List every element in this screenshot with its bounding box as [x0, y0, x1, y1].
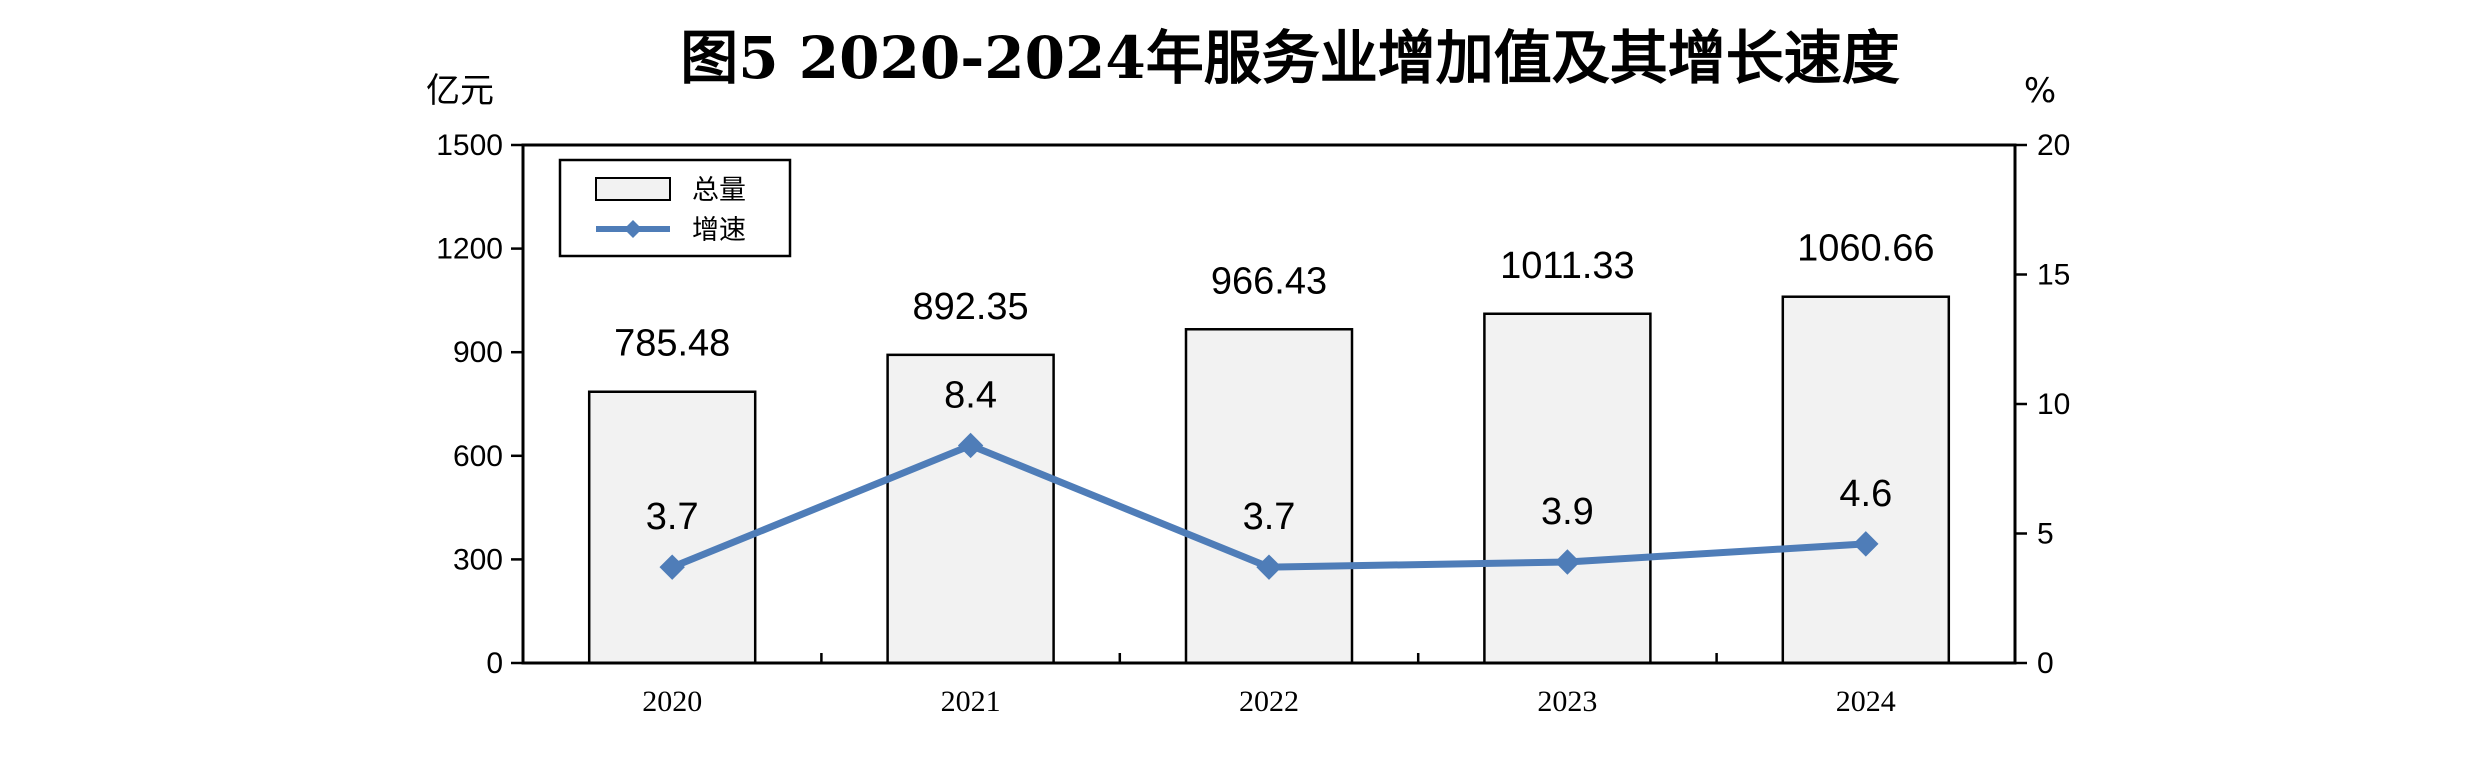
bar-value-label: 1011.33 — [1500, 245, 1635, 287]
growth-value-label: 8.4 — [944, 374, 997, 416]
legend-marker-swatch — [624, 220, 642, 238]
chart-title: 图5 2020-2024年服务业增加值及其增长速度 — [680, 24, 1899, 92]
bar — [587, 390, 757, 665]
right-axis-tick-label: 5 — [2037, 518, 2054, 551]
bar-value-label: 966.43 — [1211, 260, 1327, 302]
x-axis-tick-label: 2021 — [941, 685, 1001, 718]
right-axis-tick-label: 0 — [2037, 647, 2054, 680]
left-axis-tick-label: 600 — [453, 440, 503, 473]
bar — [1184, 328, 1354, 665]
left-axis-tick-label: 900 — [453, 336, 503, 369]
x-axis-tick-label: 2023 — [1537, 685, 1597, 718]
left-axis-tick-label: 1500 — [436, 129, 503, 162]
left-axis-tick-label: 1200 — [436, 233, 503, 266]
growth-marker — [957, 432, 984, 459]
left-axis-unit: 亿元 — [426, 71, 494, 111]
left-axis-tick-label: 0 — [486, 647, 503, 680]
growth-value-label: 4.6 — [1839, 473, 1892, 515]
growth-marker — [659, 554, 685, 580]
bar — [1781, 295, 1951, 665]
left-axis-tick-label: 300 — [453, 543, 503, 576]
bar-value-label: 1060.66 — [1797, 228, 1934, 270]
x-axis-tick-label: 2020 — [642, 685, 702, 718]
bar — [1483, 312, 1652, 665]
growth-value-label: 3.7 — [1243, 496, 1296, 538]
growth-value-label: 3.9 — [1541, 491, 1594, 533]
right-axis-tick-label: 20 — [2037, 129, 2070, 162]
x-axis-tick-label: 2022 — [1239, 685, 1299, 718]
bar — [886, 353, 1055, 665]
right-axis-tick-label: 10 — [2037, 388, 2070, 421]
legend-box — [558, 158, 792, 258]
legend-bar-swatch — [595, 177, 671, 201]
x-axis-tick-label: 2024 — [1836, 685, 1896, 718]
growth-marker — [1256, 554, 1282, 580]
legend-label: 增速 — [692, 215, 746, 246]
growth-marker — [1853, 531, 1879, 557]
bar-value-label: 785.48 — [614, 323, 730, 365]
right-axis-unit: % — [2024, 71, 2056, 111]
bar-value-label: 892.35 — [912, 286, 1028, 328]
growth-value-label: 3.7 — [646, 496, 699, 538]
growth-marker — [1554, 549, 1581, 575]
right-axis-tick-label: 15 — [2037, 259, 2070, 292]
legend-label: 总量 — [692, 175, 746, 206]
